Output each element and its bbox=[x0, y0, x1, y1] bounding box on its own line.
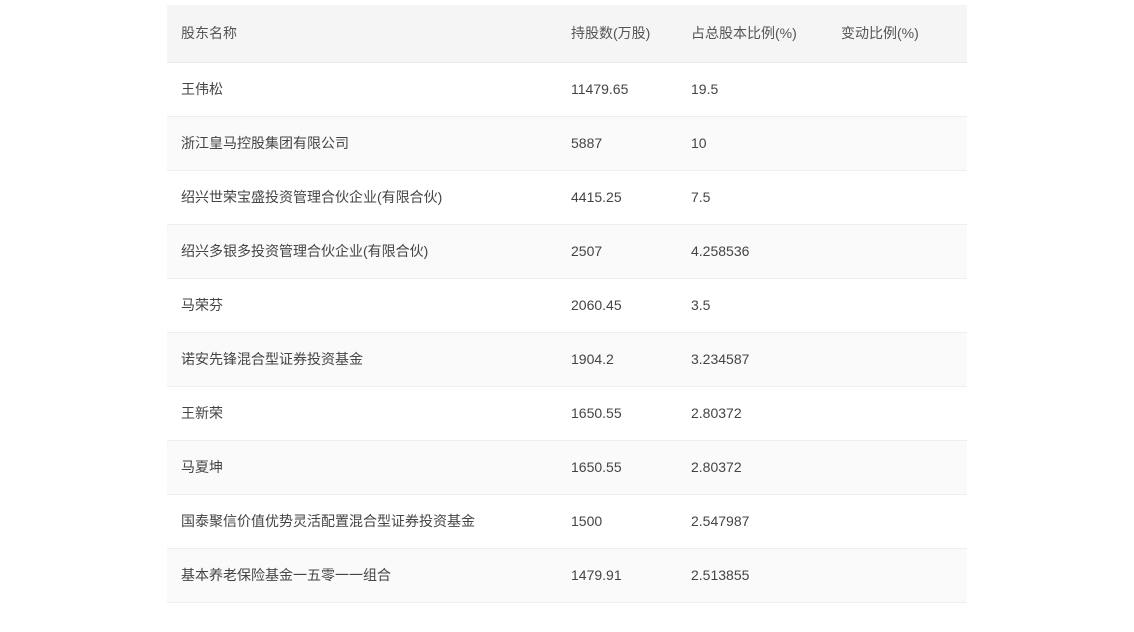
cell-change bbox=[827, 225, 967, 279]
cell-change bbox=[827, 495, 967, 549]
cell-shares: 1500 bbox=[557, 495, 677, 549]
cell-change bbox=[827, 387, 967, 441]
cell-shares: 1650.55 bbox=[557, 441, 677, 495]
table-row: 马夏坤1650.552.80372 bbox=[167, 441, 967, 495]
cell-ratio: 10 bbox=[677, 117, 827, 171]
cell-change bbox=[827, 441, 967, 495]
cell-change bbox=[827, 549, 967, 603]
col-header-ratio: 占总股本比例(%) bbox=[677, 5, 827, 63]
table-header: 股东名称 持股数(万股) 占总股本比例(%) 变动比例(%) bbox=[167, 5, 967, 63]
cell-ratio: 2.513855 bbox=[677, 549, 827, 603]
table-row: 国泰聚信价值优势灵活配置混合型证券投资基金15002.547987 bbox=[167, 495, 967, 549]
cell-change bbox=[827, 279, 967, 333]
cell-ratio: 2.80372 bbox=[677, 387, 827, 441]
cell-change bbox=[827, 63, 967, 117]
table-row: 绍兴世荣宝盛投资管理合伙企业(有限合伙)4415.257.5 bbox=[167, 171, 967, 225]
table-row: 王新荣1650.552.80372 bbox=[167, 387, 967, 441]
col-header-shares: 持股数(万股) bbox=[557, 5, 677, 63]
cell-shares: 2060.45 bbox=[557, 279, 677, 333]
cell-shares: 1479.91 bbox=[557, 549, 677, 603]
cell-ratio: 3.234587 bbox=[677, 333, 827, 387]
table-row: 浙江皇马控股集团有限公司588710 bbox=[167, 117, 967, 171]
cell-name: 马荣芬 bbox=[167, 279, 557, 333]
table-header-row: 股东名称 持股数(万股) 占总股本比例(%) 变动比例(%) bbox=[167, 5, 967, 63]
shareholder-table: 股东名称 持股数(万股) 占总股本比例(%) 变动比例(%) 王伟松11479.… bbox=[167, 5, 967, 603]
cell-name: 浙江皇马控股集团有限公司 bbox=[167, 117, 557, 171]
cell-ratio: 2.80372 bbox=[677, 441, 827, 495]
table-body: 王伟松11479.6519.5浙江皇马控股集团有限公司588710绍兴世荣宝盛投… bbox=[167, 63, 967, 603]
table-row: 诺安先锋混合型证券投资基金1904.23.234587 bbox=[167, 333, 967, 387]
table-row: 基本养老保险基金一五零一一组合1479.912.513855 bbox=[167, 549, 967, 603]
shareholder-table-container: 股东名称 持股数(万股) 占总股本比例(%) 变动比例(%) 王伟松11479.… bbox=[167, 5, 967, 603]
table-row: 绍兴多银多投资管理合伙企业(有限合伙)25074.258536 bbox=[167, 225, 967, 279]
cell-ratio: 3.5 bbox=[677, 279, 827, 333]
cell-ratio: 7.5 bbox=[677, 171, 827, 225]
cell-shares: 2507 bbox=[557, 225, 677, 279]
cell-name: 基本养老保险基金一五零一一组合 bbox=[167, 549, 557, 603]
cell-ratio: 19.5 bbox=[677, 63, 827, 117]
cell-name: 马夏坤 bbox=[167, 441, 557, 495]
cell-name: 绍兴世荣宝盛投资管理合伙企业(有限合伙) bbox=[167, 171, 557, 225]
cell-ratio: 4.258536 bbox=[677, 225, 827, 279]
cell-shares: 1650.55 bbox=[557, 387, 677, 441]
cell-change bbox=[827, 333, 967, 387]
cell-change bbox=[827, 171, 967, 225]
col-header-change: 变动比例(%) bbox=[827, 5, 967, 63]
cell-change bbox=[827, 117, 967, 171]
cell-name: 绍兴多银多投资管理合伙企业(有限合伙) bbox=[167, 225, 557, 279]
cell-shares: 5887 bbox=[557, 117, 677, 171]
cell-name: 诺安先锋混合型证券投资基金 bbox=[167, 333, 557, 387]
cell-shares: 11479.65 bbox=[557, 63, 677, 117]
cell-name: 王伟松 bbox=[167, 63, 557, 117]
table-row: 王伟松11479.6519.5 bbox=[167, 63, 967, 117]
cell-ratio: 2.547987 bbox=[677, 495, 827, 549]
cell-name: 国泰聚信价值优势灵活配置混合型证券投资基金 bbox=[167, 495, 557, 549]
col-header-name: 股东名称 bbox=[167, 5, 557, 63]
table-row: 马荣芬2060.453.5 bbox=[167, 279, 967, 333]
cell-shares: 4415.25 bbox=[557, 171, 677, 225]
cell-name: 王新荣 bbox=[167, 387, 557, 441]
cell-shares: 1904.2 bbox=[557, 333, 677, 387]
